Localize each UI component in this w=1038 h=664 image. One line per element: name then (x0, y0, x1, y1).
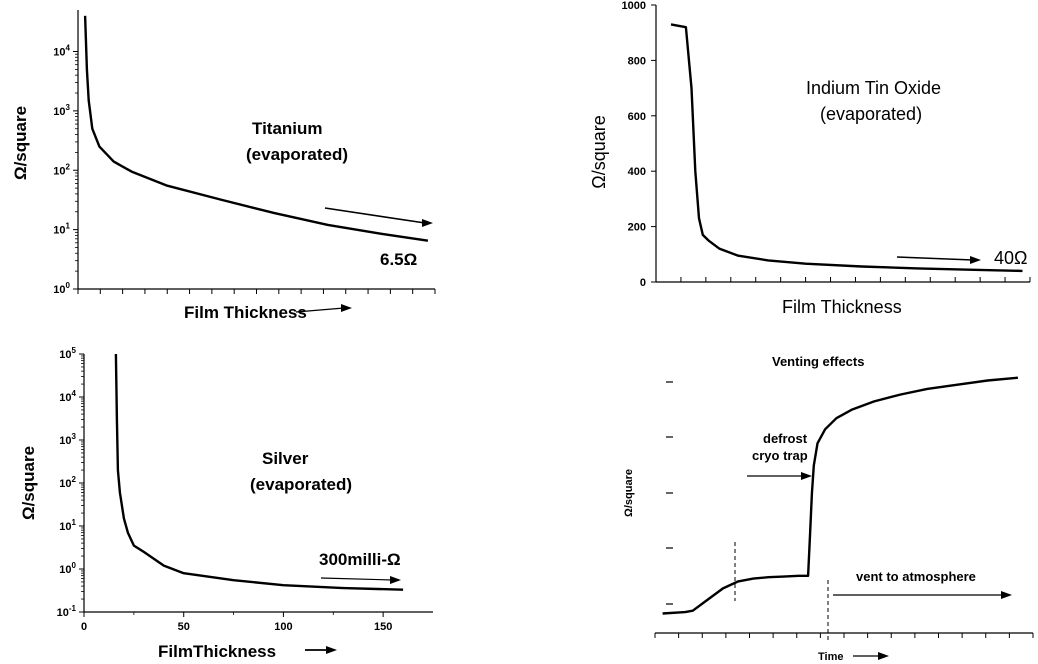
chart-venting-title: Venting effects (772, 354, 864, 369)
chart-ito-y-tick-label-2: 400 (628, 166, 646, 178)
chart-titanium-y-tick-label-3: 103 (53, 103, 70, 118)
chart-venting-xlabel-arrow-head (878, 652, 889, 660)
chart-ito-ylabel: Ω/square (589, 115, 609, 189)
chart-silver-y-tick-label-5: 104 (59, 389, 76, 404)
chart-titanium-annotation: 6.5Ω (380, 250, 417, 269)
chart-venting-annotation-vent: vent to atmosphere (856, 569, 976, 584)
chart-silver-x-tick-label-3: 150 (374, 621, 392, 633)
chart-ito-y-tick-label-0: 0 (640, 277, 646, 289)
chart-silver: Silver (evaporated) 300milli-Ω FilmThick… (19, 346, 433, 661)
chart-silver-arrow-shaft (320, 577, 394, 581)
chart-titanium-arrow-head (422, 219, 433, 227)
chart-silver-title: Silver (262, 449, 309, 468)
chart-titanium-arrow-shaft (324, 207, 426, 224)
chart-ito-arrow-head (970, 256, 981, 264)
chart-titanium-ylabel: Ω/square (11, 106, 30, 180)
chart-venting-ylabel: Ω/square (623, 469, 635, 517)
chart-ito: Indium Tin Oxide (evaporated) 40Ω Film T… (589, 0, 1031, 317)
chart-ito-title: Indium Tin Oxide (806, 78, 941, 98)
chart-silver-y-tick-label-1: 100 (59, 561, 76, 576)
chart-silver-y-tick-label-4: 103 (59, 432, 76, 447)
chart-silver-y-tick-label-6: 105 (59, 346, 76, 361)
chart-venting-annotation-cryo: cryo trap (752, 448, 808, 463)
chart-titanium-subtitle: (evaporated) (246, 145, 348, 164)
chart-ito-y-tick-label-1: 200 (628, 222, 646, 234)
chart-titanium-xlabel: Film Thickness (184, 303, 307, 322)
chart-ito-xlabel: Film Thickness (782, 297, 902, 317)
chart-silver-x-tick-label-0: 0 (81, 621, 87, 633)
chart-venting-defrost-arrow-head (801, 472, 812, 480)
chart-titanium: Titanium (evaporated) 6.5Ω Film Thicknes… (11, 10, 436, 322)
chart-titanium-xlabel-arrow-shaft (295, 307, 345, 313)
chart-silver-ylabel: Ω/square (19, 446, 38, 520)
chart-titanium-series-line (83, 15, 429, 242)
chart-silver-x-tick-label-2: 100 (274, 621, 292, 633)
chart-silver-arrow-head (390, 576, 401, 584)
chart-titanium-y-tick-label-0: 100 (53, 281, 70, 296)
chart-silver-x-tick-label-1: 50 (178, 621, 190, 633)
chart-silver-y-tick-label-0: 10-1 (57, 604, 77, 619)
chart-venting: Venting effects defrost cryo trap vent t… (623, 354, 1034, 663)
chart-titanium-xlabel-arrow-head (341, 304, 352, 312)
chart-silver-xlabel: FilmThickness (158, 642, 276, 661)
chart-silver-subtitle: (evaporated) (250, 475, 352, 494)
chart-titanium-y-tick-label-2: 102 (53, 162, 70, 177)
chart-titanium-y-tick-label-1: 101 (53, 222, 70, 237)
chart-silver-y-tick-label-2: 101 (59, 518, 76, 533)
chart-ito-y-tick-label-4: 800 (628, 55, 646, 67)
chart-ito-subtitle: (evaporated) (820, 104, 922, 124)
chart-silver-y-tick-label-3: 102 (59, 475, 76, 490)
chart-ito-arrow-shaft (896, 256, 974, 261)
chart-silver-series-line (114, 353, 404, 591)
chart-ito-series-line (670, 23, 1023, 273)
chart-venting-vent-arrow-head (1001, 591, 1012, 599)
chart-ito-annotation: 40Ω (994, 248, 1027, 268)
chart-silver-xlabel-arrow-head (326, 646, 337, 654)
chart-titanium-y-tick-label-4: 104 (53, 44, 70, 59)
chart-titanium-title: Titanium (252, 119, 323, 138)
chart-ito-y-tick-label-5: 1000 (622, 0, 646, 12)
chart-silver-annotation: 300milli-Ω (319, 550, 401, 569)
chart-venting-xlabel: Time (818, 651, 843, 663)
chart-venting-annotation-defrost: defrost (763, 431, 808, 446)
chart-ito-y-tick-label-3: 600 (628, 111, 646, 123)
chart-venting-series-line (662, 376, 1019, 615)
